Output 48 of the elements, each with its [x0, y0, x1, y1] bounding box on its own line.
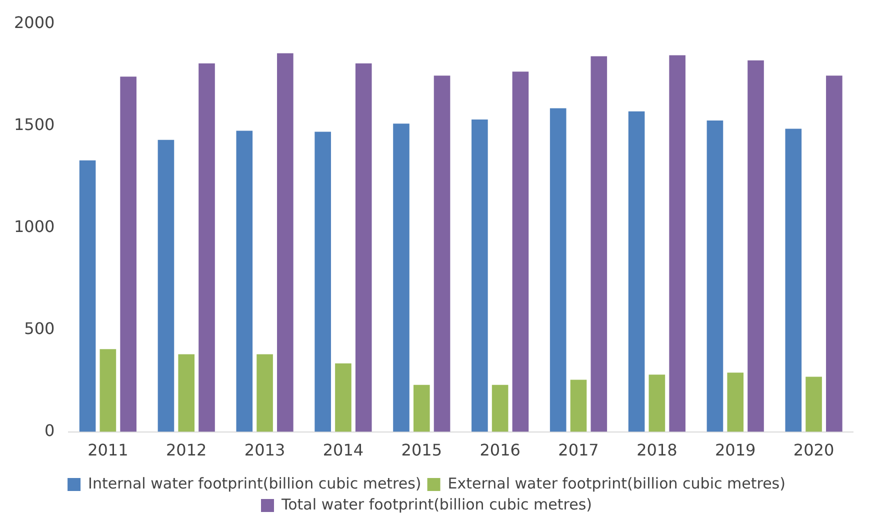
bar: [335, 363, 352, 432]
bar: [413, 384, 430, 432]
legend-label: Total water footprint(billion cubic metres): [280, 495, 592, 514]
y-tick-label: 1500: [14, 114, 55, 134]
bar: [434, 76, 450, 432]
y-tick-label: 500: [24, 318, 55, 338]
bar: [570, 380, 587, 432]
bar: [355, 63, 372, 432]
bar: [590, 56, 608, 432]
legend-label: External water footprint(billion cubic metres): [448, 474, 786, 492]
y-tick-label: 2000: [14, 12, 55, 32]
bar: [806, 376, 822, 432]
bar: [748, 60, 764, 432]
bar: [472, 120, 488, 432]
x-tick-label: 2015: [401, 440, 442, 460]
x-tick-label: 2020: [793, 440, 834, 460]
x-tick-label: 2019: [715, 440, 756, 460]
x-tick-label: 2014: [322, 440, 364, 460]
bar: [178, 354, 195, 432]
bar: [198, 63, 215, 432]
y-tick-label: 1000: [14, 216, 55, 236]
bar: [706, 120, 724, 432]
y-tick-label: 0: [44, 420, 55, 440]
bar: [512, 72, 529, 432]
bar: [236, 130, 253, 432]
x-tick-label: 2011: [88, 440, 128, 460]
bar: [120, 76, 136, 432]
bar: [785, 128, 802, 432]
bar: [393, 124, 410, 432]
bar: [628, 111, 645, 432]
bar: [727, 372, 744, 432]
x-tick-label: 2016: [480, 440, 520, 460]
bar: [79, 160, 96, 432]
legend-label: Internal water footprint(billion cubic metres): [88, 474, 422, 492]
bar: [277, 53, 294, 432]
bar: [100, 349, 116, 432]
x-tick-label: 2012: [166, 440, 207, 460]
bar: [669, 55, 686, 432]
bar: [550, 108, 566, 432]
bar: [492, 384, 508, 432]
bar: [314, 132, 331, 432]
x-tick-label: 2018: [636, 440, 678, 460]
bar: [826, 76, 842, 432]
x-tick-label: 2017: [558, 440, 599, 460]
x-tick-label: 2013: [244, 440, 286, 460]
bar: [648, 374, 666, 432]
bar: [256, 354, 273, 432]
bar: [158, 140, 174, 432]
